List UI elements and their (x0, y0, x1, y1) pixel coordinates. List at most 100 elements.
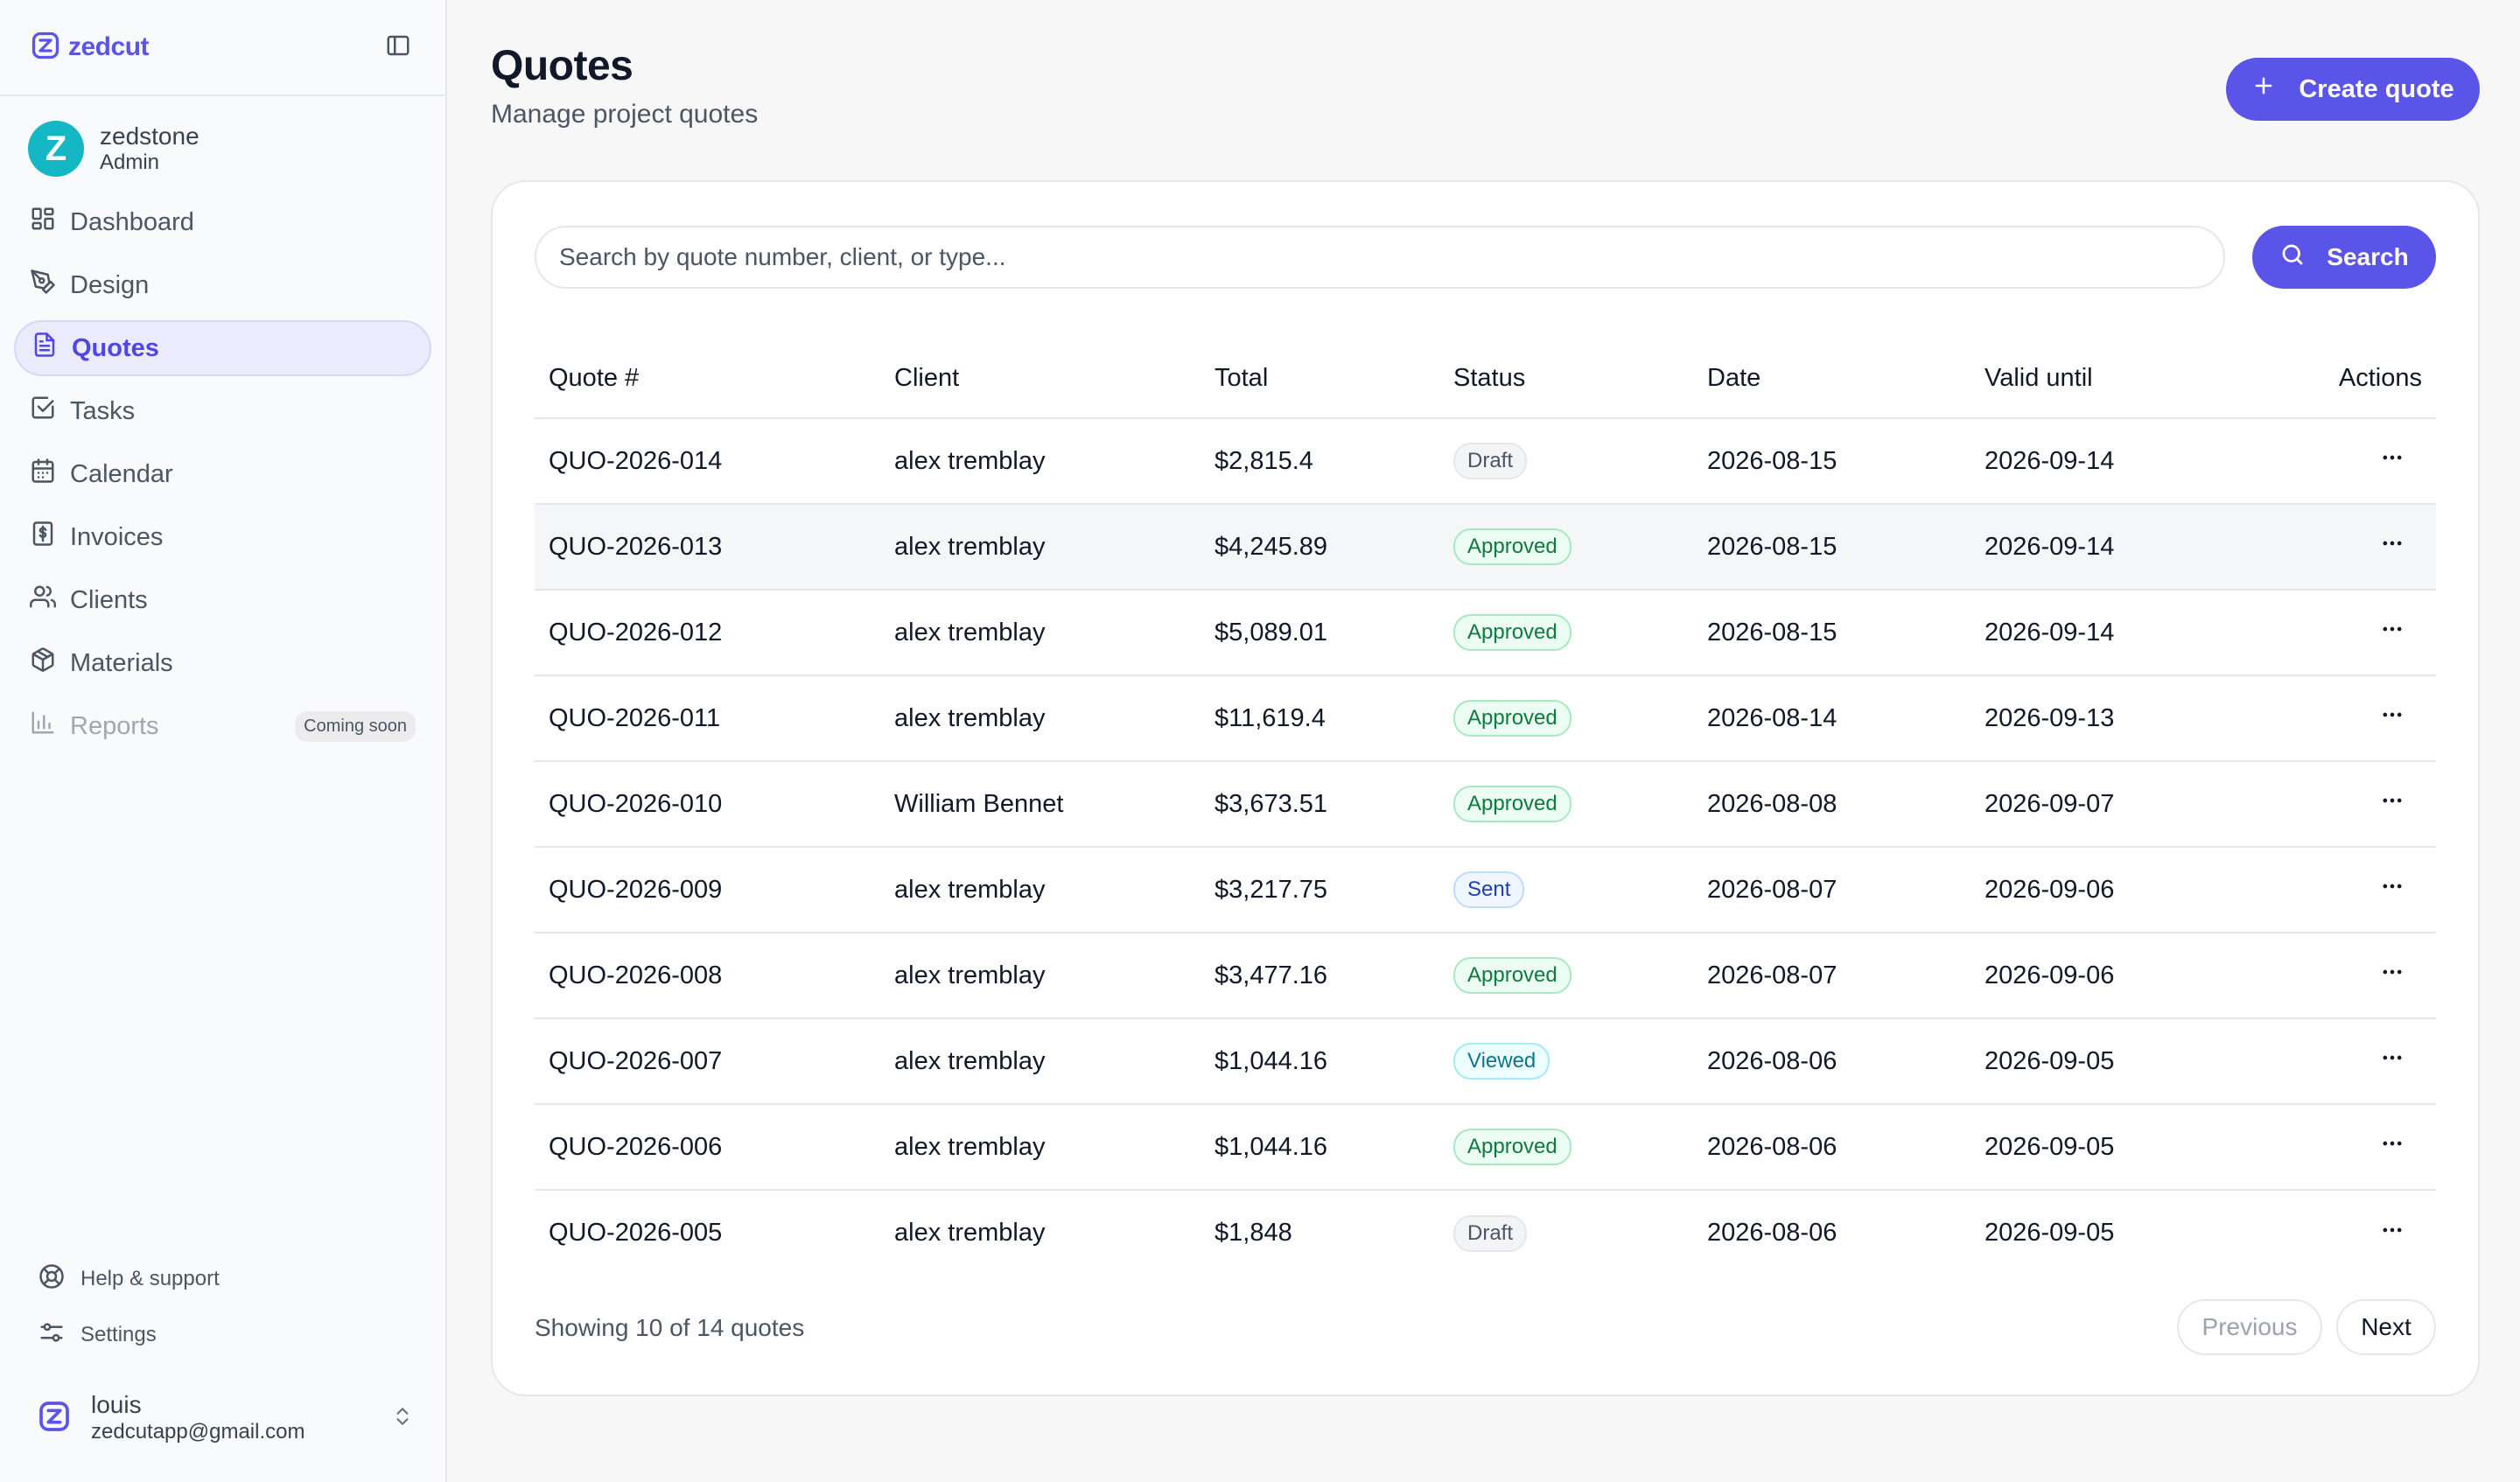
column-header-status[interactable]: Status (1439, 339, 1693, 419)
client-cell: alex tremblay (880, 1018, 1200, 1105)
date-cell: 2026-08-06 (1707, 1219, 1838, 1247)
table-row[interactable]: QUO-2026-005 alex tremblay $1,848 Draft 2026… (535, 1190, 2436, 1276)
quote-number-cell: QUO-2026-011 (535, 675, 880, 762)
table-row[interactable]: QUO-2026-010 William Bennet $3,673.51 Appro… (535, 761, 2436, 848)
sidebar-item-dashboard[interactable]: Dashboard (14, 194, 431, 250)
sidebar-item-reports: Reports Coming soon (14, 698, 431, 754)
column-header-valid-until[interactable]: Valid until (1970, 339, 2233, 419)
more-options-icon[interactable] (2380, 617, 2404, 648)
actions-cell (2233, 675, 2436, 762)
sidebar-item-invoices[interactable]: Invoices (14, 509, 431, 565)
more-options-icon[interactable] (2380, 1045, 2404, 1077)
dashboard-icon (30, 206, 56, 239)
actions-cell (2233, 590, 2436, 676)
table-row[interactable]: QUO-2026-013 alex tremblay $4,245.89 Approv… (535, 504, 2436, 591)
table-row[interactable]: QUO-2026-009 alex tremblay $3,217.75 Sent 20… (535, 847, 2436, 933)
client-cell: alex tremblay (880, 847, 1200, 933)
table-row[interactable]: QUO-2026-008 alex tremblay $3,477.16 Approv… (535, 933, 2436, 1019)
total-cell: $3,673.51 (1200, 761, 1439, 848)
sidebar-item-materials[interactable]: Materials (14, 635, 431, 691)
status-badge: Viewed (1453, 1043, 1550, 1080)
date-cell: 2026-08-06 (1693, 1018, 1970, 1105)
page-subtitle: Manage project quotes (491, 100, 759, 129)
sidebar-toggle-button[interactable] (381, 30, 416, 65)
quote-number-cell: QUO-2026-006 (535, 1104, 880, 1191)
help-support-link[interactable]: Help & support (38, 1251, 407, 1307)
quote-number-cell: QUO-2026-013 (535, 504, 880, 591)
status-cell: Draft (1439, 1190, 1693, 1276)
actions-cell (2233, 504, 2436, 591)
more-options-icon[interactable] (2380, 703, 2404, 734)
sidebar-item-label: Design (70, 270, 150, 299)
account-switcher[interactable]: louis zedcutapp@gmail.com (0, 1391, 445, 1445)
status-cell: Draft (1439, 418, 1693, 505)
pen-tool-icon (30, 269, 56, 302)
sidebar-item-clients[interactable]: Clients (14, 572, 431, 628)
settings-label: Settings (80, 1323, 157, 1346)
coming-soon-badge: Coming soon (295, 710, 416, 742)
search-button[interactable]: Search (2252, 226, 2436, 289)
search-input[interactable] (535, 226, 2225, 289)
quote-number-cell: QUO-2026-010 (535, 761, 880, 848)
table-row[interactable]: QUO-2026-006 alex tremblay $1,044.16 Approv… (535, 1104, 2436, 1191)
date-cell: 2026-08-08 (1693, 761, 1970, 848)
sidebar-footer-links: Help & support Settings (0, 1251, 445, 1363)
more-options-icon[interactable] (2380, 874, 2404, 905)
column-header-date[interactable]: Date (1693, 339, 1970, 419)
client-cell: alex tremblay (894, 1219, 1046, 1247)
more-options-icon[interactable] (2380, 960, 2404, 991)
date-cell: 2026-08-15 (1693, 504, 1970, 591)
status-badge: Approved (1453, 614, 1572, 651)
sidebar-item-label: Quotes (72, 333, 159, 362)
total-cell: $1,044.16 (1200, 1104, 1439, 1191)
chevrons-up-down-icon[interactable] (391, 1405, 414, 1432)
column-header-total[interactable]: Total (1200, 339, 1439, 419)
status-badge: Approved (1453, 528, 1572, 565)
status-badge: Draft (1453, 443, 1528, 479)
settings-link[interactable]: Settings (38, 1307, 407, 1363)
total-cell: $1,848 (1214, 1219, 1292, 1247)
more-options-icon[interactable] (2380, 1218, 2404, 1249)
total-cell: $11,619.4 (1200, 675, 1439, 762)
table-row[interactable]: QUO-2026-007 alex tremblay $1,044.16 Viewed… (535, 1018, 2436, 1105)
search-icon (2279, 241, 2306, 274)
sidebar-item-design[interactable]: Design (14, 257, 431, 313)
table-row[interactable]: QUO-2026-012 alex tremblay $5,089.01 Approv… (535, 590, 2436, 676)
next-page-button[interactable]: Next (2336, 1299, 2436, 1355)
more-options-icon[interactable] (2380, 1131, 2404, 1163)
brand-logo[interactable]: zedcut (30, 30, 150, 66)
date-cell: 2026-08-07 (1693, 933, 1970, 1019)
sidebar-item-label: Reports (70, 711, 159, 740)
table-row[interactable]: QUO-2026-014 alex tremblay $2,815.4 Draft 20… (535, 418, 2436, 505)
sidebar-item-label: Dashboard (70, 207, 194, 236)
more-options-icon[interactable] (2380, 788, 2404, 820)
date-cell: 2026-08-14 (1693, 675, 1970, 762)
quote-number-cell: QUO-2026-007 (535, 1018, 880, 1105)
previous-page-button[interactable]: Previous (2177, 1299, 2322, 1355)
total-cell: $2,815.4 (1200, 418, 1439, 505)
actions-cell (2233, 418, 2436, 505)
avatar: Z (28, 121, 84, 177)
sidebar-item-quotes[interactable]: Quotes (14, 320, 431, 376)
client-cell: alex tremblay (880, 590, 1200, 676)
brand-bar: zedcut (0, 0, 445, 96)
client-cell: alex tremblay (880, 504, 1200, 591)
table-row[interactable]: QUO-2026-011 alex tremblay $11,619.4 Approv… (535, 675, 2436, 762)
valid-until-cell: 2026-09-14 (1970, 504, 2233, 591)
column-header-quote[interactable]: Quote # (535, 339, 880, 419)
create-quote-button[interactable]: Create quote (2226, 58, 2480, 121)
column-header-client[interactable]: Client (880, 339, 1200, 419)
more-options-icon[interactable] (2380, 445, 2404, 477)
account-email: zedcutapp@gmail.com (91, 1420, 305, 1444)
sidebar-item-calendar[interactable]: Calendar (14, 446, 431, 502)
valid-until-cell: 2026-09-07 (1970, 761, 2233, 848)
status-cell: Approved (1439, 933, 1693, 1019)
client-cell: alex tremblay (880, 418, 1200, 505)
more-options-icon[interactable] (2380, 531, 2404, 563)
sidebar-item-label: Clients (70, 585, 148, 614)
table-header-row: Quote # Client Total Status Date Valid u… (535, 339, 2436, 419)
total-cell: $4,245.89 (1200, 504, 1439, 591)
quote-number-cell: QUO-2026-009 (535, 847, 880, 933)
valid-until-cell: 2026-09-05 (1970, 1104, 2233, 1191)
sidebar-item-tasks[interactable]: Tasks (14, 383, 431, 439)
